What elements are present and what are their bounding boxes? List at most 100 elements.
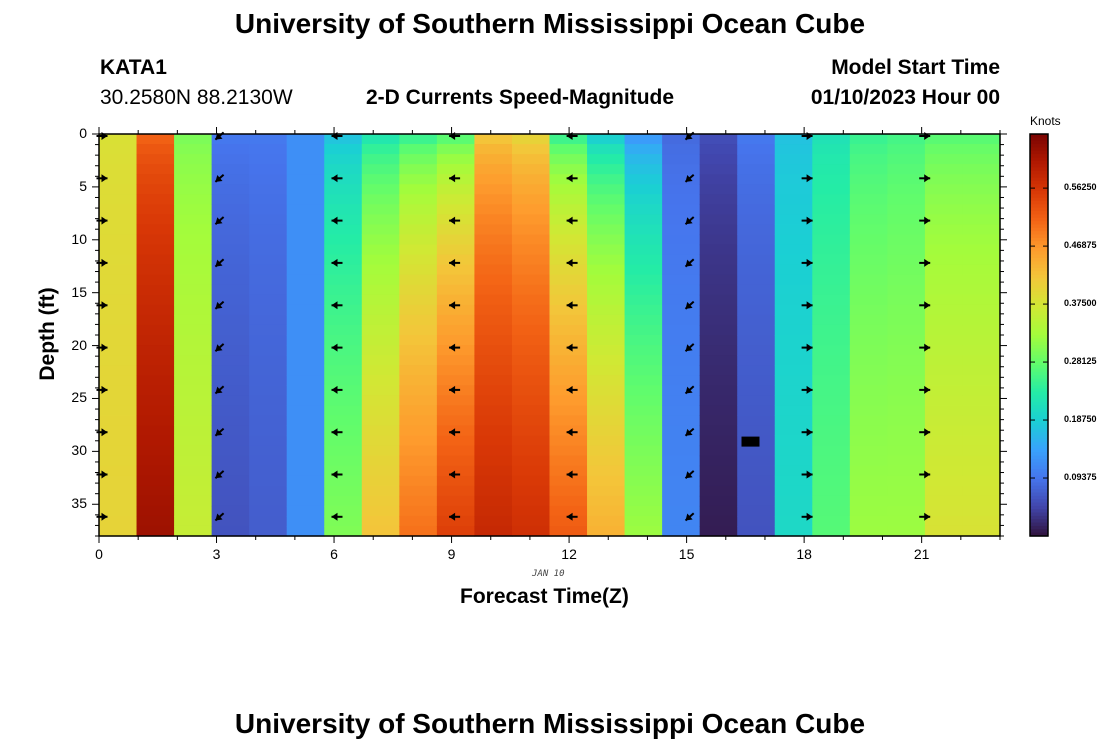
heatmap-cell bbox=[174, 204, 213, 215]
heatmap-cell bbox=[699, 505, 738, 517]
heatmap-cell bbox=[549, 234, 588, 246]
heatmap-cell bbox=[361, 485, 400, 497]
heatmap-cell bbox=[136, 174, 175, 185]
heatmap-cell bbox=[511, 405, 551, 416]
heatmap-cell bbox=[737, 314, 776, 326]
colorbar-segment bbox=[1030, 180, 1048, 185]
heatmap-cell bbox=[99, 184, 138, 195]
heatmap-cell bbox=[174, 264, 213, 276]
heatmap-cell bbox=[662, 365, 701, 376]
heatmap-cell bbox=[887, 365, 926, 376]
heatmap-cell bbox=[774, 304, 813, 316]
current-arrow bbox=[801, 301, 813, 310]
heatmap-cell bbox=[849, 304, 888, 316]
heatmap-cell bbox=[286, 194, 325, 205]
heatmap-cell bbox=[587, 184, 626, 195]
current-arrow bbox=[566, 343, 578, 352]
heatmap-cell bbox=[812, 465, 851, 477]
heatmap-cell bbox=[99, 154, 138, 165]
colorbar-segment bbox=[1030, 351, 1048, 356]
heatmap-cell bbox=[399, 455, 438, 467]
heatmap-cell bbox=[662, 254, 701, 266]
heatmap-cell bbox=[324, 254, 363, 266]
heatmap-cell bbox=[624, 415, 663, 427]
heatmap-cell bbox=[324, 365, 363, 376]
heatmap-cell bbox=[399, 355, 438, 366]
current-arrow bbox=[919, 301, 931, 310]
heatmap-cell bbox=[924, 345, 964, 356]
current-arrow bbox=[566, 470, 578, 479]
current-arrow bbox=[684, 300, 695, 310]
heatmap-cell bbox=[774, 365, 813, 376]
colorbar-segment bbox=[1030, 502, 1048, 507]
model-start-label: Model Start Time bbox=[831, 56, 1000, 79]
chart-subtitle: 2-D Currents Speed-Magnitude bbox=[366, 86, 675, 109]
heatmap-cell bbox=[549, 194, 588, 205]
heatmap-cell bbox=[587, 194, 626, 205]
heatmap-cell bbox=[812, 294, 851, 306]
heatmap-cell bbox=[549, 224, 588, 236]
heatmap-cell bbox=[549, 485, 588, 497]
heatmap-cell bbox=[812, 164, 851, 175]
heatmap-cell bbox=[136, 304, 175, 316]
heatmap-cell bbox=[399, 164, 438, 175]
heatmap-cell bbox=[474, 174, 513, 185]
heatmap-cell bbox=[511, 365, 551, 376]
heatmap-cell bbox=[399, 395, 438, 406]
heatmap-cell bbox=[587, 274, 626, 286]
heatmap-cell bbox=[699, 254, 738, 266]
heatmap-cell bbox=[436, 234, 476, 246]
colorbar-segment bbox=[1030, 452, 1048, 457]
heatmap-cell bbox=[474, 194, 513, 205]
heatmap-cell bbox=[436, 134, 476, 145]
heatmap-cell bbox=[211, 274, 250, 286]
heatmap-cell bbox=[812, 174, 851, 185]
current-arrow bbox=[919, 258, 931, 267]
heatmap-cell bbox=[324, 485, 363, 497]
heatmap-cell bbox=[511, 505, 551, 517]
heatmap-cell bbox=[136, 294, 175, 306]
colorbar-segment bbox=[1030, 408, 1048, 413]
heatmap-cell bbox=[361, 144, 400, 155]
heatmap-cell bbox=[849, 365, 888, 376]
heatmap-cell bbox=[399, 314, 438, 326]
heatmap-cell bbox=[99, 144, 138, 155]
colorbar-segment bbox=[1030, 261, 1048, 266]
heatmap-cell bbox=[587, 415, 626, 427]
heatmap-cell bbox=[812, 154, 851, 165]
heatmap-cell bbox=[211, 505, 250, 517]
heatmap-cell bbox=[812, 204, 851, 215]
heatmap-cell bbox=[887, 204, 926, 215]
heatmap-cell bbox=[774, 324, 813, 336]
heatmap-cell bbox=[587, 294, 626, 306]
heatmap-cell bbox=[549, 264, 588, 276]
heatmap-cell bbox=[624, 324, 663, 336]
heatmap-cell bbox=[962, 445, 1001, 457]
heatmap-cell bbox=[249, 335, 288, 346]
heatmap-cell bbox=[324, 184, 363, 195]
heatmap-cell bbox=[249, 174, 288, 185]
heatmap-cell bbox=[136, 435, 175, 447]
y-tick-label: 30 bbox=[71, 442, 87, 459]
colorbar-segment bbox=[1030, 150, 1048, 155]
heatmap-cell bbox=[924, 355, 964, 366]
heatmap-cell bbox=[549, 505, 588, 517]
heatmap-cell bbox=[249, 194, 288, 205]
heatmap-cell bbox=[962, 395, 1001, 406]
heatmap-cell bbox=[324, 505, 363, 517]
heatmap-cell bbox=[549, 164, 588, 175]
current-arrow bbox=[801, 428, 813, 437]
heatmap-cell bbox=[399, 204, 438, 215]
colorbar-segment bbox=[1030, 509, 1048, 514]
heatmap-cell bbox=[286, 475, 325, 487]
heatmap-cell bbox=[887, 294, 926, 306]
heatmap-cell bbox=[399, 304, 438, 316]
heatmap-cell bbox=[662, 284, 701, 296]
current-arrow bbox=[214, 173, 225, 183]
heatmap-cell bbox=[174, 375, 213, 386]
heatmap-cell bbox=[774, 154, 813, 165]
heatmap-cell bbox=[699, 264, 738, 276]
heatmap-cell bbox=[211, 234, 250, 246]
heatmap-cell bbox=[174, 385, 213, 396]
heatmap-cell bbox=[286, 244, 325, 256]
